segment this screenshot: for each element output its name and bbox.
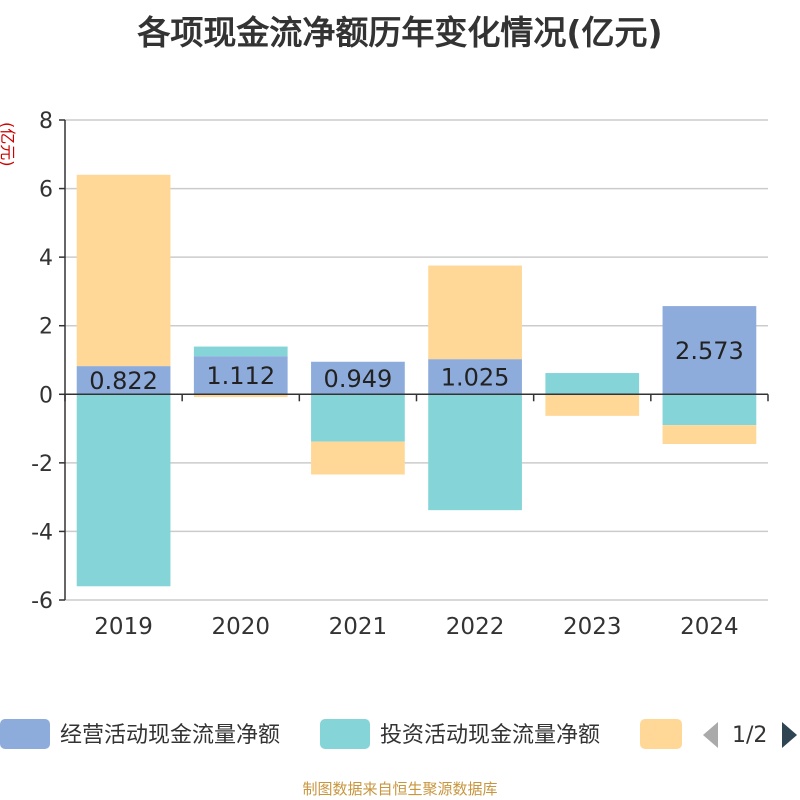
bar-segment-series-2-2023[interactable] xyxy=(545,394,640,416)
y-tick-label: 8 xyxy=(39,109,53,134)
bars xyxy=(76,174,757,587)
data-label-2020: 1.112 xyxy=(206,362,275,390)
bar-segment-series-2-2024[interactable] xyxy=(662,425,757,444)
legend-label-investing[interactable]: 投资活动现金流量净额 xyxy=(380,723,600,748)
bar-segment-series-0-2024[interactable] xyxy=(662,306,757,395)
y-tick-label: 4 xyxy=(39,246,53,271)
data-label-2019: 0.822 xyxy=(89,367,158,395)
legend: 经营活动现金流量净额 投资活动现金流量净额 1/2 xyxy=(0,719,797,749)
bar-segment-series-1-2022[interactable] xyxy=(428,394,522,511)
y-tick-label: 2 xyxy=(39,315,53,340)
bar-segment-series-2-2019[interactable] xyxy=(76,174,171,367)
legend-page-indicator: 1/2 xyxy=(732,723,767,748)
source-footer: 制图数据来自恒生聚源数据库 xyxy=(302,780,498,798)
x-tick-label-2022: 2022 xyxy=(446,614,505,640)
bar-segment-series-2-2021[interactable] xyxy=(311,441,405,475)
bar-segment-series-1-2019[interactable] xyxy=(76,394,171,587)
bar-segment-series-1-2020[interactable] xyxy=(193,346,288,357)
bar-segment-series-1-2023[interactable] xyxy=(545,373,640,395)
x-tick-label-2024: 2024 xyxy=(680,614,739,640)
x-tick-label-2023: 2023 xyxy=(563,614,622,640)
data-labels: 0.822 1.112 0.949 1.025 2.573 xyxy=(89,337,744,395)
y-axis-label: (亿元) xyxy=(0,122,17,167)
bar-segment-series-0-2021[interactable] xyxy=(311,361,405,395)
data-label-2021: 0.949 xyxy=(324,365,393,393)
x-tick-label-2019: 2019 xyxy=(94,614,153,640)
chart-title: 各项现金流净额历年变化情况(亿元) xyxy=(137,13,663,52)
gridlines xyxy=(65,119,768,601)
legend-label-operating[interactable]: 经营活动现金流量净额 xyxy=(60,723,280,748)
y-tick-label: -6 xyxy=(31,589,53,614)
bar-segment-series-0-2019[interactable] xyxy=(76,366,171,395)
axes: -6 -4 -2 0 2 4 6 8 2019 2020 2021 2022 2023 2024 xyxy=(31,109,769,640)
bar-segment-series-1-2024[interactable] xyxy=(662,394,757,426)
y-tick-label: 0 xyxy=(39,383,53,408)
legend-swatch-financing[interactable] xyxy=(640,719,682,749)
data-label-2024: 2.573 xyxy=(675,337,744,365)
bar-segment-series-1-2021[interactable] xyxy=(311,394,405,442)
y-tick-label: -4 xyxy=(31,520,53,545)
y-tick-label: -2 xyxy=(31,452,53,477)
bar-segment-series-2-2022[interactable] xyxy=(428,265,522,360)
legend-prev-page-icon[interactable] xyxy=(703,722,718,748)
x-tick-label-2020: 2020 xyxy=(211,614,270,640)
legend-swatch-operating[interactable] xyxy=(0,719,50,749)
x-tick-label-2021: 2021 xyxy=(329,614,388,640)
bar-segment-series-0-2020[interactable] xyxy=(193,356,288,395)
data-label-2022: 1.025 xyxy=(441,364,510,392)
y-tick-label: 6 xyxy=(39,178,53,203)
bar-segment-series-2-2020[interactable] xyxy=(193,394,288,398)
bar-segment-series-0-2022[interactable] xyxy=(428,359,522,395)
legend-next-page-icon[interactable] xyxy=(782,722,797,748)
legend-swatch-investing[interactable] xyxy=(320,719,370,749)
